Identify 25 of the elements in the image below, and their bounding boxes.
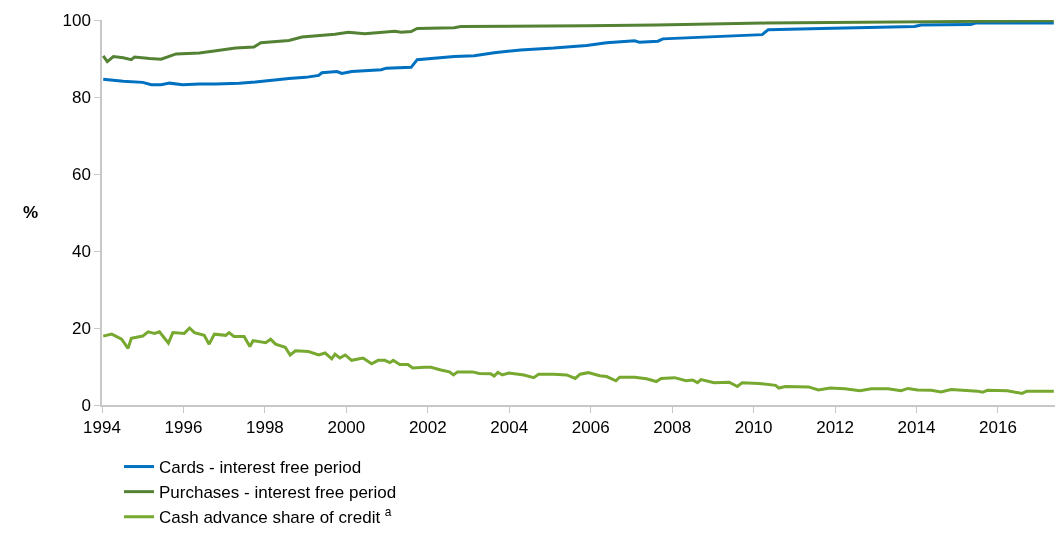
- x-tick-label: 2010: [734, 418, 773, 438]
- x-tick-label: 2016: [979, 418, 1017, 438]
- x-tick-label: 1996: [164, 418, 203, 438]
- legend-label: Purchases - interest free period: [159, 483, 397, 503]
- legend-label: Cash advance share of credit $^{a}$: [159, 505, 392, 528]
- line-series: [102, 20, 1055, 64]
- x-tick-label: 1998: [246, 418, 284, 438]
- x-tick-label: 2002: [408, 418, 447, 438]
- y-tick-label: 40: [71, 241, 91, 261]
- y-tick-label: 100: [62, 10, 91, 30]
- y-tick-label: 0: [81, 395, 91, 415]
- x-tick-label: 2004: [490, 418, 529, 438]
- legend-label: Cards - interest free period: [159, 458, 362, 478]
- x-tick-label: 2000: [327, 418, 366, 438]
- y-axis-title: %: [23, 203, 39, 222]
- y-tick-label: 80: [71, 87, 91, 107]
- x-tick-label: 2012: [816, 418, 854, 438]
- x-tick-label: 1994: [83, 418, 121, 438]
- x-tick-label: 2014: [897, 418, 936, 438]
- x-tick-label: 2008: [653, 418, 692, 438]
- y-tick-label: 60: [71, 164, 91, 184]
- line-series: [102, 21, 1055, 87]
- x-tick-label: 2006: [571, 418, 610, 438]
- line-series: [102, 326, 1055, 395]
- y-tick-label: 20: [71, 318, 91, 338]
